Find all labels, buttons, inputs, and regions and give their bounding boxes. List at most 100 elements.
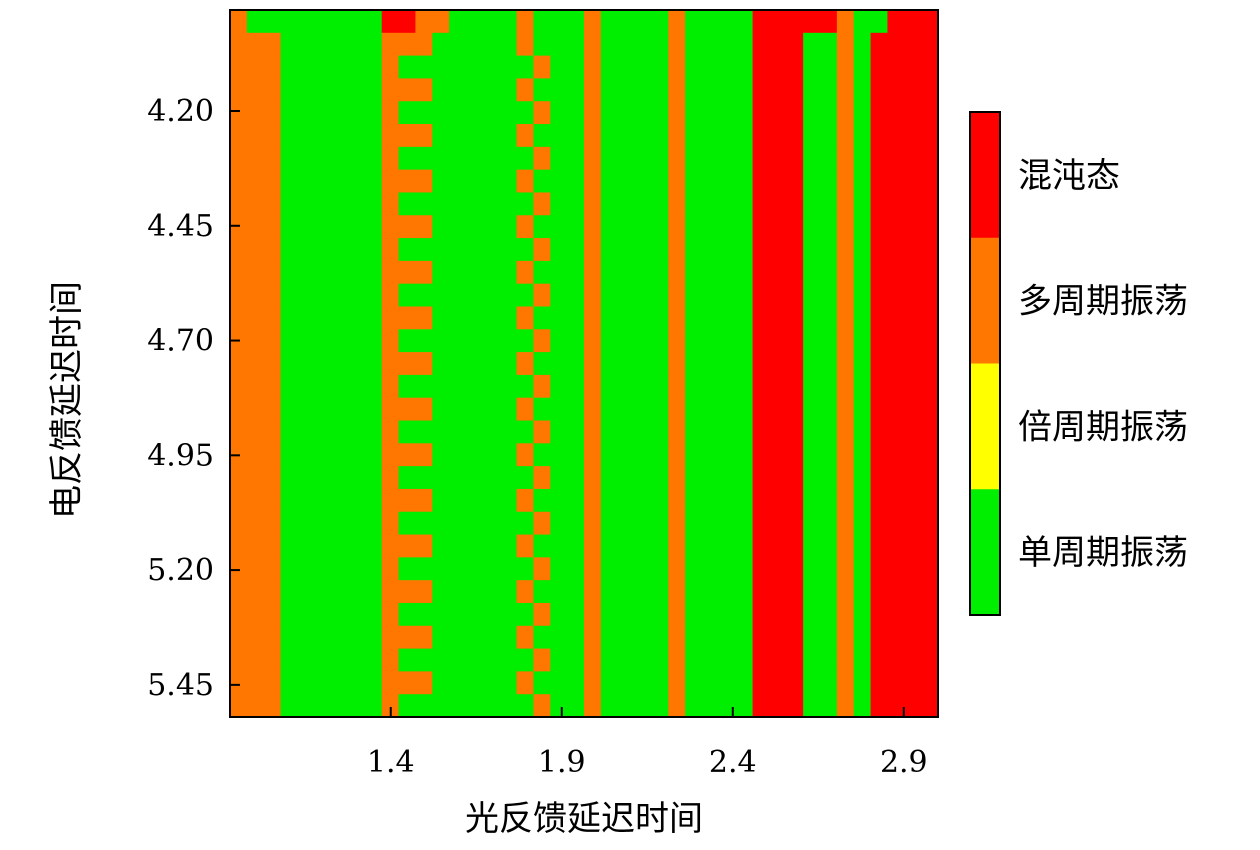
heatmap-cell (314, 306, 332, 330)
heatmap-cell (685, 625, 703, 650)
heatmap-cell (297, 694, 315, 718)
heatmap-cell (870, 694, 889, 718)
heatmap-cell (668, 146, 686, 171)
heatmap-cell (348, 534, 366, 558)
heatmap-cell (398, 488, 417, 513)
heatmap-cell (297, 534, 315, 558)
heatmap-cell (769, 580, 787, 604)
heatmap-cell (904, 602, 922, 627)
heatmap-cell (702, 466, 720, 490)
heatmap-cell (887, 580, 905, 604)
heatmap-cell (246, 671, 265, 695)
heatmap-cell (499, 488, 518, 513)
heatmap-cell (718, 260, 737, 285)
heatmap-cell (836, 146, 855, 171)
heatmap-cell (516, 397, 535, 422)
heatmap-cell (482, 443, 501, 467)
heatmap-cell (904, 580, 922, 604)
heatmap-cell (348, 260, 366, 285)
heatmap-cell (853, 329, 872, 353)
heatmap-cell (668, 671, 686, 695)
heatmap-cell (466, 648, 484, 672)
heatmap-cell (702, 78, 720, 102)
heatmap-cell (567, 238, 585, 262)
heatmap-cell (836, 78, 855, 102)
heatmap-cell (348, 55, 366, 80)
heatmap-cell (550, 329, 568, 353)
heatmap-cell (432, 420, 450, 444)
heatmap-cell (246, 420, 265, 444)
heatmap-cell (836, 329, 855, 353)
heatmap-cell (263, 580, 282, 604)
heatmap-cell (263, 420, 282, 444)
colorbar-frame (969, 111, 1001, 616)
heatmap-cell (398, 283, 417, 308)
heatmap-cell (381, 192, 400, 216)
heatmap-cell (853, 215, 872, 239)
heatmap-cell (820, 215, 838, 239)
heatmap-cell (297, 238, 315, 262)
heatmap-cell (668, 580, 686, 604)
heatmap-cell (735, 488, 754, 513)
heatmap-cell (634, 374, 653, 399)
heatmap-cell (921, 124, 939, 148)
heatmap-cell (921, 283, 939, 308)
heatmap-cell (297, 466, 315, 490)
heatmap-cell (331, 488, 349, 513)
heatmap-cell (836, 420, 855, 444)
heatmap-cell (415, 534, 433, 558)
heatmap-cell (769, 420, 787, 444)
heatmap-cell (348, 602, 366, 627)
heatmap-cell (803, 671, 821, 695)
heatmap-cell (803, 169, 821, 194)
heatmap-cell (230, 511, 248, 536)
heatmap-cell (432, 534, 450, 558)
heatmap-cell (718, 466, 737, 490)
heatmap-cell (702, 352, 720, 376)
heatmap-cell (348, 488, 366, 513)
heatmap-cell (904, 260, 922, 285)
heatmap-cell (246, 443, 265, 467)
heatmap-cell (600, 215, 619, 239)
heatmap-cell (752, 192, 771, 216)
heatmap-cell (567, 602, 585, 627)
heatmap-cell (786, 215, 804, 239)
heatmap-cell (786, 694, 804, 718)
heatmap-cell (600, 329, 619, 353)
heatmap-cell (769, 306, 787, 330)
heatmap-cell (466, 352, 484, 376)
heatmap-cell (381, 146, 400, 171)
heatmap-cell (533, 557, 551, 581)
heatmap-cell (280, 420, 299, 444)
heatmap-cell (482, 260, 501, 285)
heatmap-cell (567, 32, 585, 57)
heatmap-cell (297, 511, 315, 536)
heatmap-cell (803, 602, 821, 627)
heatmap-cell (314, 32, 332, 57)
heatmap-cell (381, 443, 400, 467)
heatmap-cell (820, 443, 838, 467)
colorbar-label: 多周期振荡 (1018, 282, 1188, 322)
heatmap-cell (415, 580, 433, 604)
heatmap-cell (853, 488, 872, 513)
heatmap-cell (348, 443, 366, 467)
heatmap-cell (280, 329, 299, 353)
heatmap-cell (466, 466, 484, 490)
heatmap-cell (280, 671, 299, 695)
heatmap-cell (550, 260, 568, 285)
heatmap-cell (432, 238, 450, 262)
colorbar-segment (970, 112, 1000, 239)
x-tick-label: 1.4 (367, 745, 415, 780)
heatmap-cell (921, 192, 939, 216)
heatmap-cell (921, 602, 939, 627)
heatmap-cell (584, 625, 602, 650)
heatmap-cell (331, 124, 349, 148)
heatmap-cell (769, 283, 787, 308)
y-tick-label: 4.70 (147, 324, 214, 359)
heatmap-cell (449, 671, 467, 695)
heatmap-cell (853, 78, 872, 102)
heatmap-cell (600, 260, 619, 285)
x-axis-title: 光反馈延迟时间 (465, 799, 703, 839)
heatmap-cell (870, 557, 889, 581)
heatmap-cell (297, 374, 315, 399)
